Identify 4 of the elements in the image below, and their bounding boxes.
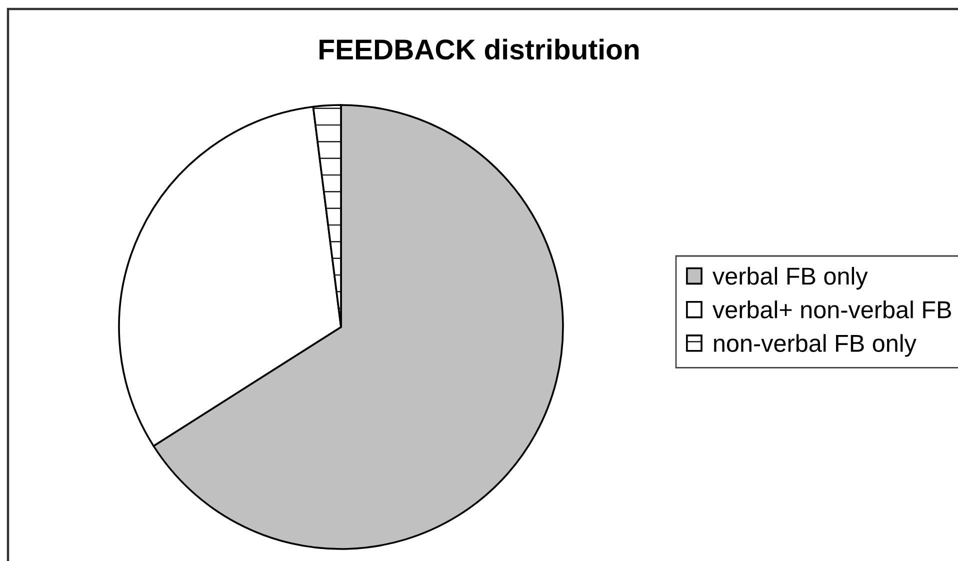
legend-label: verbal FB only: [712, 266, 868, 290]
chart-title: FEEDBACK distribution: [320, 38, 639, 60]
legend-label: verbal+ non-verbal FB: [712, 300, 951, 318]
legend-label: non-verbal FB only: [714, 334, 916, 357]
